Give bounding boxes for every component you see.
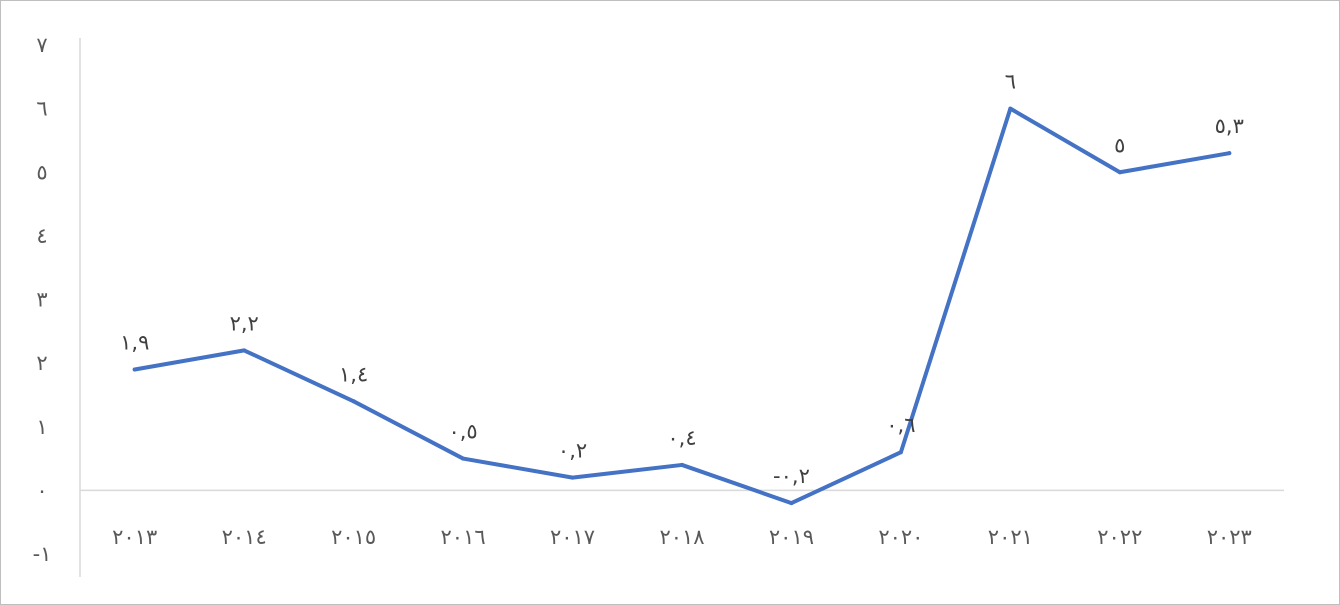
data-label: ٢,٢: [230, 311, 259, 335]
x-tick-label: ٢٠٢١: [988, 525, 1033, 549]
data-point: [1227, 151, 1232, 156]
y-axis-ticks: -١ ٠ ١ ٢ ٣ ٤ ٥ ٦ ٧: [33, 33, 52, 566]
series-points: [132, 106, 1232, 506]
data-label: ٠,٢: [558, 439, 587, 463]
data-point: [132, 367, 137, 372]
y-tick-label: ٠: [36, 478, 47, 502]
x-tick-label: ٢٠١٥: [331, 525, 376, 549]
data-point: [1117, 170, 1122, 175]
data-point: [898, 450, 903, 455]
x-tick-label: ٢٠١٧: [550, 525, 595, 549]
y-tick-label: ٥: [36, 160, 47, 184]
x-tick-label: ٢٠١٦: [441, 525, 486, 549]
data-label: -٠,٢: [773, 464, 810, 488]
data-point: [461, 456, 466, 461]
x-axis-ticks: ٢٠١٣ ٢٠١٤ ٢٠١٥ ٢٠١٦ ٢٠١٧ ٢٠١٨ ٢٠١٩ ٢٠٢٠ ٢٠٢١ ٢٠٢٢…: [112, 525, 1252, 549]
data-point: [351, 399, 356, 404]
x-tick-label: ٢٠٢٠: [878, 525, 923, 549]
y-tick-label: ٦: [36, 97, 47, 121]
data-point: [680, 462, 684, 467]
data-label: ١,٩: [120, 330, 149, 354]
y-tick-label: ٢: [36, 351, 47, 375]
data-label: ١,٤: [339, 362, 368, 386]
x-tick-label: ٢٠٢٣: [1207, 525, 1252, 549]
data-point: [789, 501, 794, 506]
y-tick-label: ٤: [36, 224, 47, 248]
x-tick-label: ٢٠١٩: [769, 525, 814, 549]
y-tick-label: ١: [36, 415, 47, 439]
data-point: [242, 348, 247, 353]
x-tick-label: ٢٠٢٢: [1097, 525, 1142, 549]
data-label: ٠,٤: [667, 426, 696, 450]
data-labels: ١,٩ ٢,٢ ١,٤ ٠,٥ ٠,٢ ٠,٤ -٠,٢ ٠,٦ ٦ ٥ ٥,٣: [120, 70, 1244, 488]
y-tick-label: ٣: [36, 288, 47, 312]
x-tick-label: ٢٠١٤: [222, 525, 267, 549]
data-label: ٠,٦: [886, 413, 915, 437]
x-tick-label: ٢٠١٣: [112, 525, 157, 549]
y-tick-label: -١: [33, 542, 52, 566]
data-label: ٥,٣: [1215, 114, 1244, 138]
data-label: ٥: [1114, 133, 1125, 157]
data-label: ٦: [1005, 70, 1016, 94]
data-label: ٠,٥: [448, 420, 477, 444]
y-tick-label: ٧: [36, 33, 47, 57]
x-tick-label: ٢٠١٨: [659, 525, 704, 549]
data-point: [1008, 106, 1013, 111]
data-point: [570, 475, 575, 480]
